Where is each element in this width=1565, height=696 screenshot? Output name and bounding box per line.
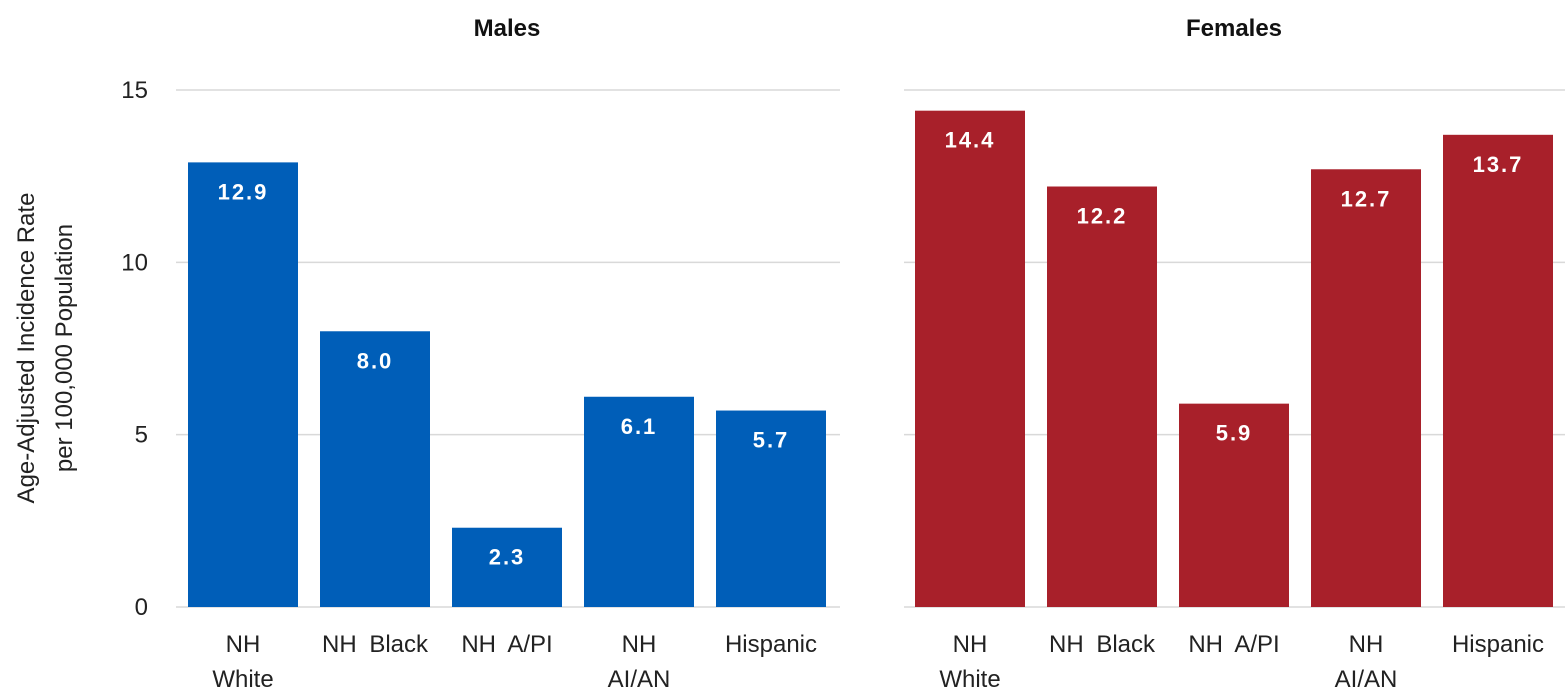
bar-value-label: 13.7: [1473, 152, 1524, 177]
x-tick-label: White: [212, 666, 273, 691]
bar: [1047, 186, 1157, 608]
bar-value-label: 2.3: [489, 545, 526, 570]
bar: [1179, 403, 1289, 607]
bar: [1311, 169, 1421, 608]
bar: [188, 162, 298, 607]
x-tick-label: NH A/PI: [461, 631, 552, 658]
x-tick-label: NH Black: [1049, 631, 1156, 658]
x-tick-label: NH: [1349, 631, 1384, 658]
x-tick-label: NH: [953, 631, 988, 658]
bar-value-label: 5.9: [1216, 421, 1253, 446]
x-tick-label: AI/AN: [1335, 666, 1398, 691]
x-tick-label: Hispanic: [725, 631, 817, 658]
bar-value-label: 12.2: [1077, 204, 1128, 229]
panel-title: Males: [474, 15, 541, 42]
bar-value-label: 8.0: [357, 348, 394, 373]
bar: [716, 410, 826, 607]
bar: [452, 527, 562, 607]
panel-title: Females: [1186, 15, 1282, 42]
bar: [320, 331, 430, 607]
y-tick-label: 10: [121, 249, 148, 276]
y-axis-title-line: per 100,000 Population: [51, 224, 78, 472]
x-tick-label: White: [939, 666, 1000, 691]
bar-value-label: 14.4: [945, 128, 996, 153]
y-tick-label: 0: [135, 594, 148, 621]
bar-value-label: 12.7: [1341, 186, 1392, 211]
bar-value-label: 12.9: [218, 179, 269, 204]
bar: [1443, 134, 1553, 607]
x-tick-label: NH: [226, 631, 261, 658]
y-axis-title-line: Age-Adjusted Incidence Rate: [13, 193, 40, 504]
x-tick-label: NH A/PI: [1188, 631, 1279, 658]
y-tick-label: 15: [121, 77, 148, 104]
y-tick-label: 5: [135, 422, 148, 449]
x-tick-label: AI/AN: [608, 666, 671, 691]
x-tick-label: NH Black: [322, 631, 429, 658]
x-tick-label: NH: [622, 631, 657, 658]
bar-value-label: 6.1: [621, 414, 658, 439]
bar: [915, 110, 1025, 608]
x-tick-label: Hispanic: [1452, 631, 1544, 658]
bar: [584, 396, 694, 607]
bar-value-label: 5.7: [753, 428, 790, 453]
